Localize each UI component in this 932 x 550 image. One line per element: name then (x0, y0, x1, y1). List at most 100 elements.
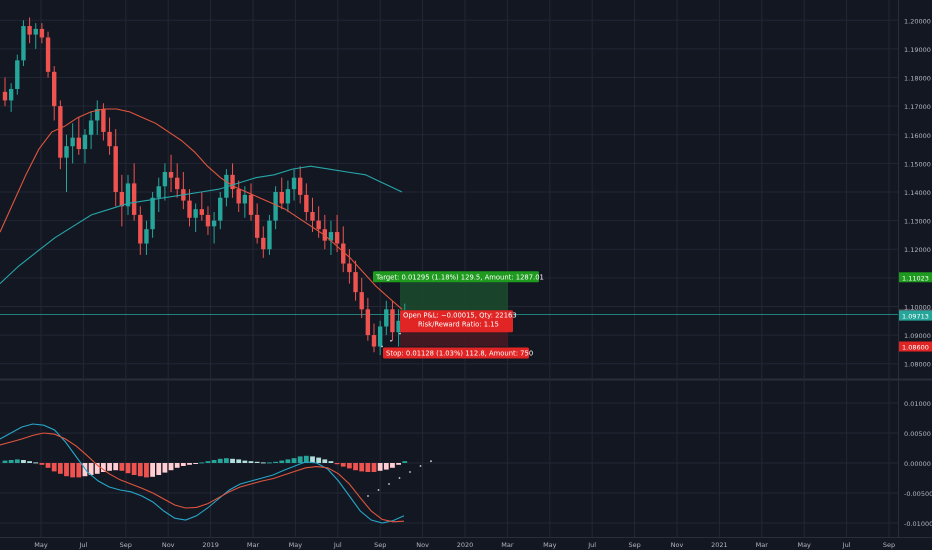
candle-body (33, 28, 38, 35)
macd-histogram-bar (224, 458, 229, 463)
candle-body (298, 177, 303, 195)
macd-histogram-bar (377, 463, 383, 471)
price-tag-bg[interactable] (899, 341, 932, 352)
candle-body (187, 200, 192, 218)
time-tick-label: Jul (78, 541, 87, 549)
candle-body (365, 309, 371, 336)
macd-histogram-bar (51, 463, 57, 472)
macd-histogram-bar (187, 463, 192, 465)
signal-line (0, 432, 405, 523)
candle-body (27, 26, 32, 35)
candle-body (359, 292, 364, 310)
macd-histogram-bar (316, 457, 322, 463)
candle-body (193, 209, 198, 218)
target-label-bg (373, 271, 539, 283)
candle-body (279, 192, 284, 204)
price-tick-label: 1.15000 (904, 160, 931, 168)
macd-histogram-bar (303, 455, 309, 463)
price-tick-label: 1.20000 (904, 17, 931, 25)
candle-body (218, 197, 223, 221)
time-tick-label: Jul (842, 541, 851, 549)
stop-label-bg (383, 347, 529, 359)
candle-body (371, 335, 377, 347)
macd-histogram-bar (254, 461, 260, 463)
candle-body (261, 237, 266, 250)
price-tag-label: 1.11023 (902, 274, 929, 282)
time-tick-label: Jul (587, 541, 596, 549)
macd-histogram-bar (310, 456, 315, 463)
macd-histogram-bar (168, 463, 174, 471)
macd-histogram-bar (236, 459, 242, 463)
candle-body (107, 131, 112, 147)
candle-body (334, 232, 340, 244)
time-tick-label: Sep (628, 541, 640, 549)
candle-body (101, 109, 106, 132)
macd-histogram-bar (150, 463, 155, 477)
candle-body (8, 88, 14, 101)
macd-histogram-bar (285, 459, 291, 463)
macd-histogram-bar (217, 458, 223, 463)
time-axis[interactable]: May Jul Sep Nov 2019 Mar May Jul Sep Nov 2020 Mar Ma… (34, 541, 895, 549)
candle-body (328, 232, 334, 241)
stop-label: Stop: 0.01128 (1.03%) 112.8, Amount: 750 (386, 350, 533, 358)
candle-body (267, 220, 272, 250)
price-tick-label: 1.19000 (904, 46, 931, 54)
macd-histogram-bar (76, 463, 82, 478)
position-labels: Target: 0.01295 (1.18%) 129.5, Amount: 1… (373, 271, 544, 359)
candle-body (168, 171, 174, 178)
open-pnl-label: Open P&L: −0.00015, Qty: 22163 (403, 312, 517, 320)
candle-body (254, 214, 260, 238)
macd-histogram-bar (365, 463, 371, 472)
macd-histogram-bar (260, 462, 266, 464)
macd-histogram-bar (334, 463, 340, 465)
macd-histogram-bar (273, 461, 278, 463)
macd-histogram-bar (14, 459, 20, 463)
candle-body (224, 174, 229, 198)
macd-histogram-bar (322, 459, 328, 463)
open-pnl-label-bg[interactable] (400, 310, 513, 333)
ma-slow-line (0, 165, 403, 285)
candle-body (310, 212, 315, 221)
macd-histogram-bar (340, 463, 346, 467)
macd-histogram-bar (328, 461, 334, 463)
trend-dot (390, 339, 392, 342)
candle-body (304, 194, 309, 213)
macd-histogram-bar (279, 460, 285, 463)
trend-dot (399, 332, 401, 335)
candle-body (341, 243, 346, 264)
macd-histogram-bar (33, 462, 39, 464)
target-zone (400, 277, 508, 315)
candle-body (150, 197, 155, 230)
time-tick-label: Mar (247, 541, 260, 549)
macd-trend-dot (388, 483, 390, 485)
candle-body (353, 272, 358, 293)
price-tick-label: 1.16000 (904, 132, 931, 140)
time-tick-label: Sep (120, 541, 132, 549)
price-tag-bg[interactable] (899, 310, 932, 321)
candle-body (396, 320, 401, 333)
price-tag-bg[interactable] (899, 272, 932, 283)
macd-trend-dot (367, 495, 369, 497)
target-label: Target: 0.01295 (1.18%) 129.5, Amount: 1… (375, 273, 544, 281)
time-tick-label: Jul (333, 541, 342, 549)
price-axis[interactable]: 1.20000 1.19000 1.18000 1.17000 1.16000 1.150… (899, 17, 932, 528)
candle-body (390, 309, 395, 333)
macd-histogram-bar (371, 463, 377, 472)
candle-body (119, 192, 125, 207)
candle-body (162, 171, 168, 187)
time-tick-label: Nov (162, 541, 175, 549)
macd-histogram-bar (242, 460, 248, 463)
candle-body (205, 214, 211, 227)
time-tick-label: Sep (374, 541, 386, 549)
time-tick-label: 2020 (457, 541, 474, 549)
macd-histogram-bar (119, 463, 125, 471)
macd-histogram-bar (353, 463, 358, 471)
macd-histogram-bar (45, 463, 51, 468)
price-tick-label: 1.13000 (904, 218, 931, 226)
candle-body (52, 71, 57, 107)
candle-body (377, 326, 383, 347)
time-tick-label: May (543, 541, 557, 549)
macd-trend-dot (409, 471, 411, 473)
price-tag-label: 1.08600 (902, 344, 929, 352)
